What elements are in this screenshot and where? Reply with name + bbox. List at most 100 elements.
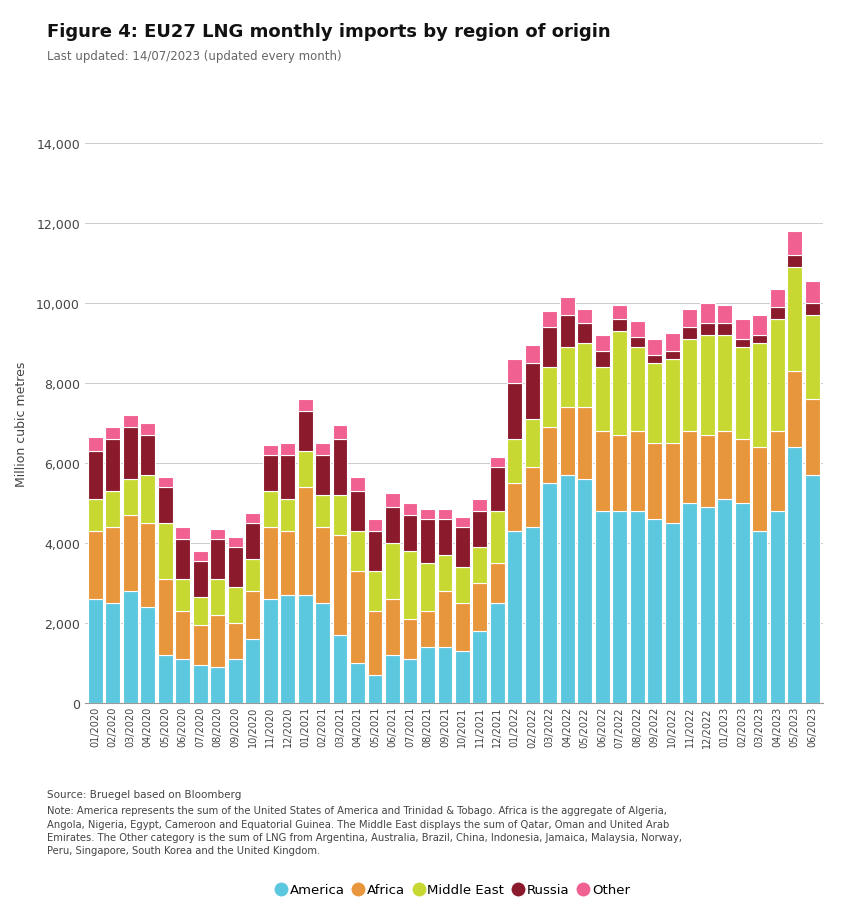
Bar <box>332 440 348 496</box>
Bar <box>210 616 225 667</box>
Bar <box>700 324 715 336</box>
Bar <box>123 480 137 516</box>
Bar <box>577 324 592 344</box>
Bar <box>367 572 382 612</box>
Bar <box>140 608 155 704</box>
Bar <box>647 340 662 356</box>
Bar <box>385 544 400 600</box>
Bar <box>594 432 610 511</box>
Bar <box>543 328 557 368</box>
Y-axis label: Million cubic metres: Million cubic metres <box>14 362 28 486</box>
Bar <box>752 344 767 448</box>
Bar <box>805 316 819 400</box>
Bar <box>665 360 679 444</box>
Text: Figure 4: EU27 LNG monthly imports by region of origin: Figure 4: EU27 LNG monthly imports by re… <box>47 23 611 41</box>
Bar <box>350 492 365 532</box>
Bar <box>403 659 417 704</box>
Bar <box>507 360 522 384</box>
Bar <box>700 436 715 508</box>
Bar <box>367 520 382 532</box>
Bar <box>105 528 120 603</box>
Bar <box>787 372 802 448</box>
Bar <box>332 636 348 704</box>
Bar <box>158 524 173 580</box>
Bar <box>280 444 295 456</box>
Bar <box>88 452 103 500</box>
Bar <box>525 528 540 704</box>
Bar <box>88 500 103 532</box>
Bar <box>490 603 505 704</box>
Bar <box>385 656 400 704</box>
Bar <box>683 504 697 704</box>
Bar <box>438 556 452 592</box>
Bar <box>263 456 277 492</box>
Bar <box>525 364 540 420</box>
Bar <box>490 458 505 468</box>
Bar <box>210 539 225 580</box>
Bar <box>543 428 557 483</box>
Bar <box>88 532 103 600</box>
Bar <box>245 560 260 592</box>
Bar <box>123 592 137 704</box>
Bar <box>665 334 679 352</box>
Bar <box>770 432 784 511</box>
Bar <box>245 514 260 524</box>
Bar <box>455 603 470 651</box>
Bar <box>176 528 190 539</box>
Bar <box>717 336 732 432</box>
Bar <box>420 564 435 612</box>
Bar <box>734 348 750 440</box>
Bar <box>594 352 610 368</box>
Bar <box>438 520 452 556</box>
Bar <box>280 456 295 500</box>
Bar <box>734 340 750 348</box>
Bar <box>176 580 190 612</box>
Bar <box>700 508 715 704</box>
Bar <box>332 426 348 440</box>
Bar <box>507 440 522 483</box>
Bar <box>683 432 697 504</box>
Bar <box>560 476 575 704</box>
Bar <box>263 446 277 456</box>
Bar <box>140 436 155 476</box>
Bar <box>770 511 784 704</box>
Bar <box>385 493 400 508</box>
Bar <box>263 528 277 600</box>
Bar <box>455 528 470 567</box>
Bar <box>577 344 592 408</box>
Bar <box>472 548 488 584</box>
Bar <box>507 532 522 704</box>
Bar <box>367 676 382 704</box>
Bar <box>594 336 610 352</box>
Bar <box>683 340 697 432</box>
Bar <box>298 400 313 412</box>
Bar <box>298 488 313 595</box>
Bar <box>717 500 732 704</box>
Bar <box>228 538 243 548</box>
Bar <box>612 436 628 511</box>
Bar <box>280 500 295 532</box>
Bar <box>280 532 295 595</box>
Bar <box>752 316 767 336</box>
Bar <box>630 322 644 338</box>
Bar <box>403 552 417 620</box>
Bar <box>140 476 155 524</box>
Bar <box>420 510 435 520</box>
Text: Source: Bruegel based on Bloomberg: Source: Bruegel based on Bloomberg <box>47 789 241 799</box>
Bar <box>263 492 277 528</box>
Bar <box>543 483 557 704</box>
Bar <box>594 368 610 432</box>
Bar <box>315 496 330 528</box>
Bar <box>455 518 470 528</box>
Bar <box>105 428 120 440</box>
Bar <box>298 412 313 452</box>
Bar <box>577 480 592 704</box>
Bar <box>298 595 313 704</box>
Bar <box>805 282 819 304</box>
Bar <box>403 620 417 659</box>
Bar <box>805 400 819 476</box>
Bar <box>350 572 365 664</box>
Bar <box>647 356 662 364</box>
Bar <box>665 444 679 524</box>
Bar <box>752 448 767 532</box>
